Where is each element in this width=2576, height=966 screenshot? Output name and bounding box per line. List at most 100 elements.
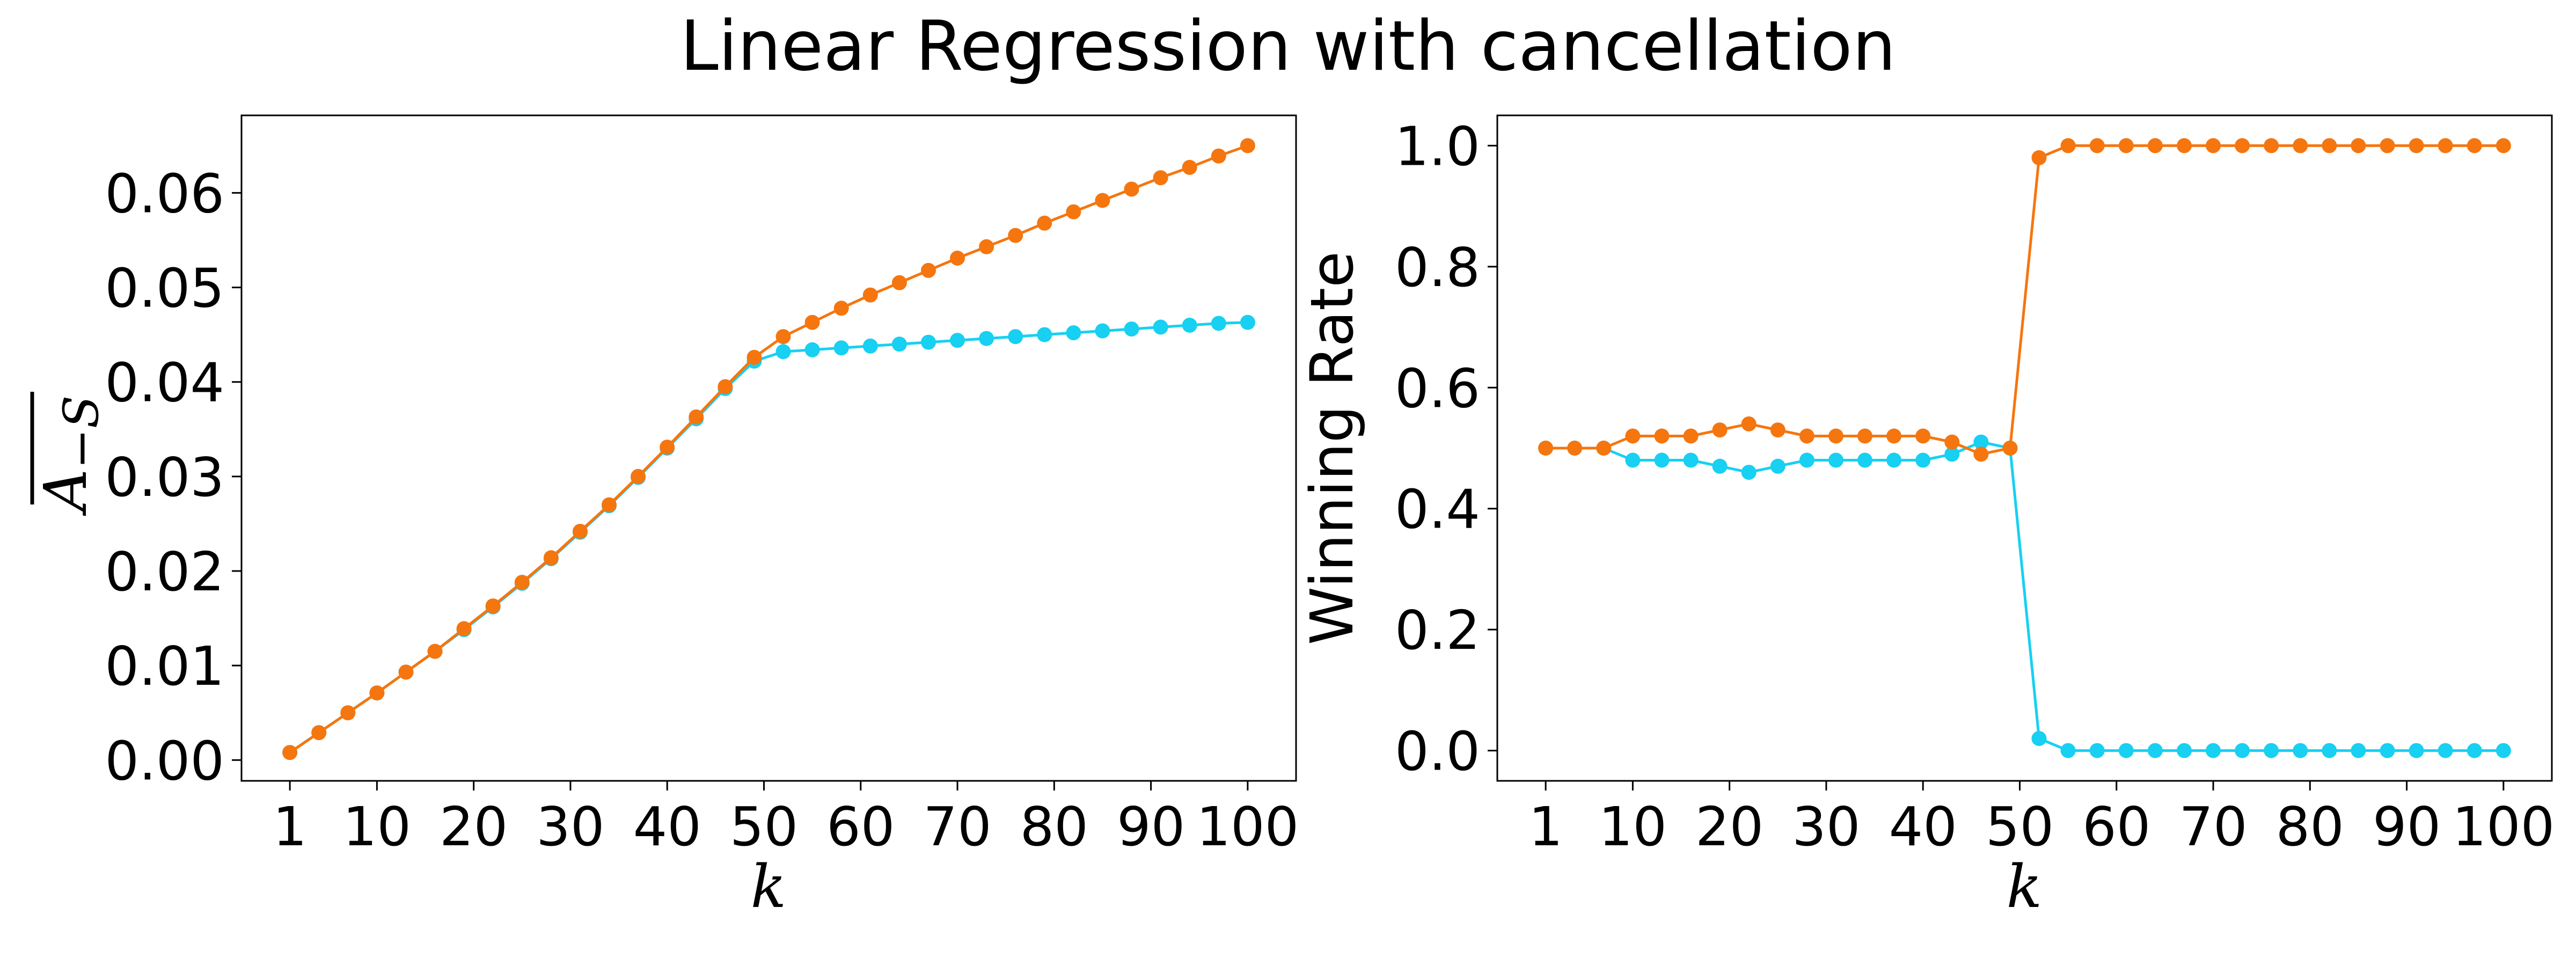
right-x-tick-label: 80 (2276, 795, 2344, 858)
right-x-tick-label: 30 (1792, 795, 1860, 858)
right-series-1-point (1828, 452, 1843, 468)
right-series-2-point (2380, 138, 2395, 153)
right-x-tick-label: 50 (1986, 795, 2054, 858)
left-series-2-point (427, 643, 443, 659)
right-x-tick-label: 100 (2452, 795, 2555, 858)
right-series-1-point (1799, 452, 1814, 468)
right-series-2-line (1546, 144, 2504, 456)
left-series-1-point (833, 340, 849, 356)
right-series-2-point (1596, 441, 1612, 456)
right-series-2-point (1712, 422, 1728, 438)
left-y-tick-label: 0.02 (105, 540, 224, 603)
left-series-1-point (1211, 316, 1226, 331)
right-series-1-point (2206, 743, 2221, 758)
left-series-2-point (1211, 148, 1226, 164)
left-y-tick-label: 0.00 (105, 729, 224, 792)
right-x-tick-label: 90 (2373, 795, 2441, 858)
right-series-1-point (1857, 452, 1872, 468)
right-series-2-point (2118, 138, 2134, 153)
left-series-2-point (369, 685, 385, 701)
right-series-2-point (1567, 441, 1583, 456)
left-series-2-point (1066, 204, 1081, 219)
figure-title: Linear Regression with cancellation (680, 6, 1896, 86)
left-series-1-point (1240, 314, 1255, 330)
right-x-tick-label: 20 (1695, 795, 1763, 858)
right-y-tick-label: 0.6 (1395, 357, 1480, 420)
left-series-1-point (979, 331, 994, 346)
right-series-2-point (1828, 428, 1843, 444)
left-series-2-point (340, 705, 356, 721)
right-series-1-point (2351, 743, 2366, 758)
right-series-2-point (2322, 138, 2337, 153)
right-series-1-point (2293, 743, 2308, 758)
right-series-2-point (2031, 150, 2047, 165)
right-y-tick-label: 0.4 (1395, 478, 1480, 541)
right-y-tick-label: 0.2 (1395, 599, 1480, 662)
left-y-axis-label: A−S (30, 392, 109, 517)
left-series-1-point (1066, 325, 1081, 341)
left-series-2-point (1095, 193, 1110, 208)
left-series-2-point (456, 621, 472, 636)
left-y-tick-label: 0.01 (105, 635, 224, 698)
left-x-tick-label: 1 (273, 795, 307, 858)
left-x-tick-label: 60 (826, 795, 895, 858)
left-series-1-point (862, 338, 878, 354)
right-x-axis-label: k (2007, 852, 2043, 921)
right-series-2-point (2438, 138, 2453, 153)
right-x-tick-label: 1 (1528, 795, 1563, 858)
left-x-tick-label: 10 (343, 795, 411, 858)
right-series-2-point (2409, 138, 2424, 153)
left-series-1-point (775, 344, 791, 360)
left-series-1-point (950, 333, 965, 348)
right-series-2-point (1886, 428, 1902, 444)
right-x-tick-label: 70 (2179, 795, 2247, 858)
left-series-2-point (718, 379, 733, 394)
left-series-2-point (311, 725, 327, 741)
right-series-2-point (1857, 428, 1872, 444)
right-series-1-point (1886, 452, 1902, 468)
left-series-2-point (398, 664, 414, 680)
right-series-2-point (2293, 138, 2308, 153)
left-series-2-point (979, 239, 994, 254)
right-chart-panel: 1 10 20 30 40 50 60 70 80 90 100 0.0 0.2 0.4 0.6 0.8 1.0… (1298, 114, 2555, 921)
right-series-1-point (2118, 743, 2134, 758)
right-series-1-point (1944, 447, 1960, 462)
left-x-tick-label: 70 (923, 795, 991, 858)
left-y-axis-label-main: A (31, 469, 100, 516)
left-series-1-point (804, 342, 820, 357)
left-series-1-point (1124, 321, 1139, 337)
right-series-1-point (1712, 458, 1728, 474)
left-series-2-point (921, 262, 936, 278)
left-x-tick-label: 90 (1117, 795, 1185, 858)
right-series-2-point (1770, 422, 1785, 438)
right-series-2-point (2351, 138, 2366, 153)
left-series-2-point (833, 301, 849, 316)
left-series-2-point (514, 575, 530, 590)
left-series-2-point (660, 440, 675, 455)
right-series-1-point (2089, 743, 2105, 758)
left-series-2-point (804, 314, 820, 330)
right-series-2-point (1799, 428, 1814, 444)
right-series-1-point (2264, 743, 2279, 758)
svg-text:A−S: A−S (31, 396, 109, 517)
right-y-axis-label: Winning Rate (1298, 251, 1366, 645)
left-x-tick-label: 50 (730, 795, 798, 858)
right-series-1-point (2438, 743, 2453, 758)
right-series-2-point (2264, 138, 2279, 153)
left-chart-panel: 1 10 20 30 40 50 60 70 80 90 100 0.00 0.01 0.02 0.03 0.… (30, 114, 1299, 921)
left-series-2-point (1124, 181, 1139, 197)
right-series-1-point (2060, 743, 2076, 758)
left-x-tick-label: 30 (536, 795, 604, 858)
right-y-tick-label: 0.8 (1395, 236, 1480, 299)
right-axes-frame (1496, 114, 2553, 782)
right-series-1-point (1915, 452, 1931, 468)
left-y-tick-label: 0.03 (105, 446, 224, 509)
left-series-1-point (1095, 323, 1110, 339)
right-series-2-point (1741, 416, 1757, 431)
left-y-axis-label-sub: −S (53, 396, 109, 469)
right-series-2-point (2467, 138, 2482, 153)
right-series-2-point (2496, 138, 2511, 153)
left-series-2-point (1037, 215, 1052, 231)
